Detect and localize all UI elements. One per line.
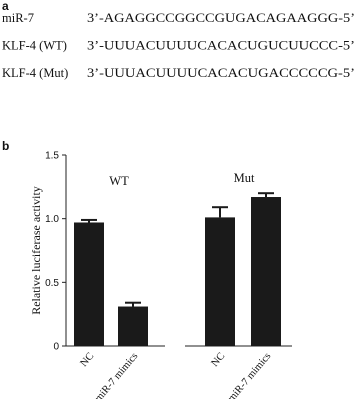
- bar: [205, 217, 235, 346]
- panel-label: a: [2, 0, 9, 13]
- sequence: 3’-UUUACUUUUCACACUGACCCCCG-5’: [87, 66, 355, 80]
- sequence-name: KLF-4 (Mut): [2, 66, 68, 80]
- x-tick-label: miR-7 mimics: [226, 351, 273, 399]
- y-axis-label: Relative luciferase activity: [29, 186, 43, 315]
- sequence-name: KLF-4 (WT): [2, 39, 67, 53]
- x-tick-label: NC: [209, 351, 227, 369]
- sequence: 3’-UUUACUUUUCACACUGUCUUCCC-5’: [87, 39, 355, 53]
- x-tick-label: NC: [78, 351, 96, 369]
- x-tick-label: miR-7 mimics: [93, 351, 140, 399]
- sequence: 3’-AGAGGCCGGCCGUGACAGAAGGG-5’: [87, 11, 355, 25]
- y-tick-label: 1.0: [45, 214, 59, 225]
- bar: [74, 222, 104, 346]
- panel-label: b: [2, 139, 9, 153]
- sequence-name: miR-7: [2, 11, 34, 25]
- y-tick-label: 0.5: [45, 278, 59, 289]
- y-tick-label: 1.5: [45, 151, 59, 162]
- y-tick-label: 0: [53, 342, 59, 353]
- bar: [251, 197, 281, 346]
- group-label: Mut: [234, 171, 255, 185]
- bar: [118, 306, 148, 346]
- group-label: WT: [109, 174, 129, 188]
